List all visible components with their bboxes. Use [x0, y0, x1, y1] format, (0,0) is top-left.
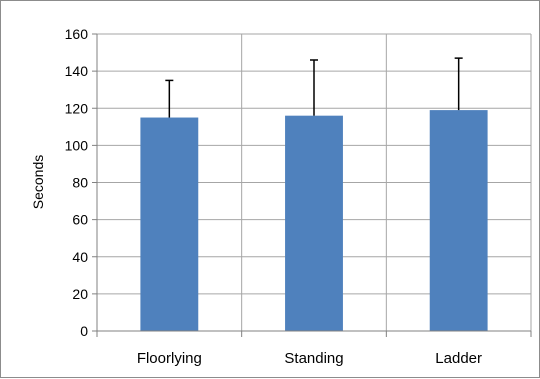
- bar-ladder: [429, 110, 488, 331]
- y-tick-label: 20: [72, 286, 88, 302]
- x-tick-label: Standing: [284, 350, 343, 367]
- error-bars: [165, 57, 463, 118]
- axes: [92, 33, 532, 337]
- y-tick-label: 40: [72, 249, 88, 265]
- x-tick-label: Floorlying: [137, 350, 202, 367]
- y-tick-label: 80: [72, 175, 88, 191]
- y-axis-label: Seconds: [30, 155, 46, 209]
- x-tick-label: Ladder: [435, 350, 482, 367]
- bar-floorlying: [140, 117, 199, 331]
- y-tick-label: 0: [80, 323, 88, 339]
- y-tick-label: 140: [65, 63, 89, 79]
- bars: [140, 110, 488, 331]
- y-tick-labels: 0 20 40 60 80 100 120 140 160: [65, 26, 89, 339]
- x-tick-labels: Floorlying Standing Ladder: [137, 350, 482, 367]
- y-tick-label: 60: [72, 212, 88, 228]
- y-tick-label: 120: [65, 100, 89, 116]
- y-tick-label: 160: [65, 26, 89, 42]
- y-tick-label: 100: [65, 137, 89, 153]
- bar-standing: [285, 115, 343, 331]
